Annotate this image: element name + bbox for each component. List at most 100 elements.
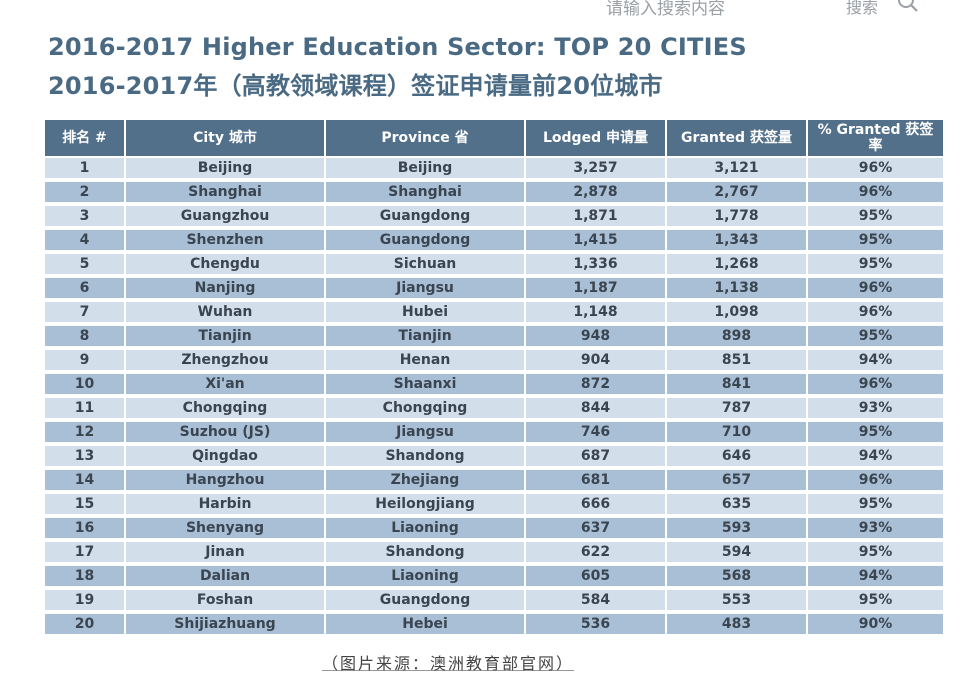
cell-granted: 1,343	[665, 228, 808, 254]
table-row: 3 Guangzhou Guangdong 1,871 1,778 95%	[43, 204, 945, 230]
table-row: 16 Shenyang Liaoning 637 593 93%	[43, 516, 945, 542]
table-row: 17 Jinan Shandong 622 594 95%	[43, 540, 945, 566]
cell-granted: 553	[665, 588, 808, 614]
cell-province: Guangdong	[324, 588, 526, 614]
cell-rank: 2	[43, 180, 126, 206]
cell-city: Guangzhou	[124, 204, 326, 230]
table-row: 6 Nanjing Jiangsu 1,187 1,138 96%	[43, 276, 945, 302]
cell-lodged: 605	[524, 564, 667, 590]
cell-percent-granted: 94%	[806, 444, 945, 470]
table-row: 4 Shenzhen Guangdong 1,415 1,343 95%	[43, 228, 945, 254]
cell-granted: 3,121	[665, 157, 808, 182]
cell-city: Shanghai	[124, 180, 326, 206]
search-input[interactable]: 请输入搜索内容	[606, 0, 725, 19]
cell-granted: 593	[665, 516, 808, 542]
column-header-lodged: Lodged 申请量	[524, 118, 667, 158]
cell-city: Suzhou (JS)	[124, 420, 326, 446]
table-row: 15 Harbin Heilongjiang 666 635 95%	[43, 492, 945, 518]
cell-city: Shenyang	[124, 516, 326, 542]
cell-province: Shanghai	[324, 180, 526, 206]
cell-percent-granted: 90%	[806, 612, 945, 638]
search-bar: 请输入搜索内容 搜索	[0, 0, 980, 22]
cell-city: Harbin	[124, 492, 326, 518]
table-row: 19 Foshan Guangdong 584 553 95%	[43, 588, 945, 614]
cell-rank: 17	[43, 540, 126, 566]
cell-province: Heilongjiang	[324, 492, 526, 518]
cell-province: Henan	[324, 348, 526, 374]
table-row: 13 Qingdao Shandong 687 646 94%	[43, 444, 945, 470]
cell-province: Jiangsu	[324, 420, 526, 446]
cell-percent-granted: 95%	[806, 540, 945, 566]
cell-granted: 483	[665, 612, 808, 638]
cell-lodged: 1,415	[524, 228, 667, 254]
cell-province: Jiangsu	[324, 276, 526, 302]
cell-city: Shenzhen	[124, 228, 326, 254]
cell-rank: 3	[43, 204, 126, 230]
cell-lodged: 536	[524, 612, 667, 638]
cell-lodged: 1,336	[524, 252, 667, 278]
cell-lodged: 687	[524, 444, 667, 470]
cell-granted: 851	[665, 348, 808, 374]
cell-granted: 898	[665, 324, 808, 350]
cell-granted: 1,778	[665, 204, 808, 230]
cell-rank: 10	[43, 372, 126, 398]
cell-province: Liaoning	[324, 564, 526, 590]
cell-city: Hangzhou	[124, 468, 326, 494]
cell-rank: 12	[43, 420, 126, 446]
cell-percent-granted: 96%	[806, 300, 945, 326]
cell-granted: 787	[665, 396, 808, 422]
cell-province: Shandong	[324, 540, 526, 566]
cell-percent-granted: 95%	[806, 420, 945, 446]
cell-granted: 568	[665, 564, 808, 590]
cell-city: Nanjing	[124, 276, 326, 302]
cell-lodged: 2,878	[524, 180, 667, 206]
cell-lodged: 622	[524, 540, 667, 566]
column-header-granted: Granted 获签量	[665, 118, 808, 158]
cell-city: Tianjin	[124, 324, 326, 350]
cell-lodged: 904	[524, 348, 667, 374]
column-header-percent-granted: % Granted 获签率	[806, 118, 945, 158]
cell-lodged: 3,257	[524, 157, 667, 182]
cell-city: Zhengzhou	[124, 348, 326, 374]
cell-lodged: 637	[524, 516, 667, 542]
cell-lodged: 1,148	[524, 300, 667, 326]
cell-province: Shaanxi	[324, 372, 526, 398]
cell-percent-granted: 95%	[806, 252, 945, 278]
cell-percent-granted: 94%	[806, 348, 945, 374]
cell-granted: 841	[665, 372, 808, 398]
cell-lodged: 844	[524, 396, 667, 422]
cities-table: 排名 # City 城市 Province 省 Lodged 申请量 Granted 获…	[43, 118, 945, 638]
cell-percent-granted: 95%	[806, 204, 945, 230]
cell-granted: 657	[665, 468, 808, 494]
cell-rank: 1	[43, 157, 126, 182]
title-english: 2016-2017 Higher Education Sector: TOP 2…	[48, 33, 747, 61]
table-row: 8 Tianjin Tianjin 948 898 95%	[43, 324, 945, 350]
search-icon[interactable]	[896, 0, 920, 16]
cell-lodged: 666	[524, 492, 667, 518]
title-chinese: 2016-2017年（高教领域课程）签证申请量前20位城市	[48, 72, 663, 100]
cell-granted: 2,767	[665, 180, 808, 206]
cell-percent-granted: 95%	[806, 228, 945, 254]
cell-province: Liaoning	[324, 516, 526, 542]
cell-percent-granted: 95%	[806, 588, 945, 614]
image-source-caption: （图片来源：澳洲教育部官网）	[322, 654, 575, 673]
cell-granted: 1,268	[665, 252, 808, 278]
cell-rank: 16	[43, 516, 126, 542]
table-header-row: 排名 # City 城市 Province 省 Lodged 申请量 Granted 获…	[43, 118, 945, 158]
cell-city: Foshan	[124, 588, 326, 614]
cell-granted: 635	[665, 492, 808, 518]
cell-city: Jinan	[124, 540, 326, 566]
cell-lodged: 948	[524, 324, 667, 350]
cell-granted: 646	[665, 444, 808, 470]
column-header-province: Province 省	[324, 118, 526, 158]
cell-percent-granted: 96%	[806, 372, 945, 398]
cell-granted: 710	[665, 420, 808, 446]
cell-rank: 8	[43, 324, 126, 350]
search-button[interactable]: 搜索	[846, 0, 879, 17]
cell-percent-granted: 96%	[806, 276, 945, 302]
cell-province: Shandong	[324, 444, 526, 470]
cell-province: Hubei	[324, 300, 526, 326]
column-header-city: City 城市	[124, 118, 326, 158]
cell-rank: 5	[43, 252, 126, 278]
table-row: 12 Suzhou (JS) Jiangsu 746 710 95%	[43, 420, 945, 446]
